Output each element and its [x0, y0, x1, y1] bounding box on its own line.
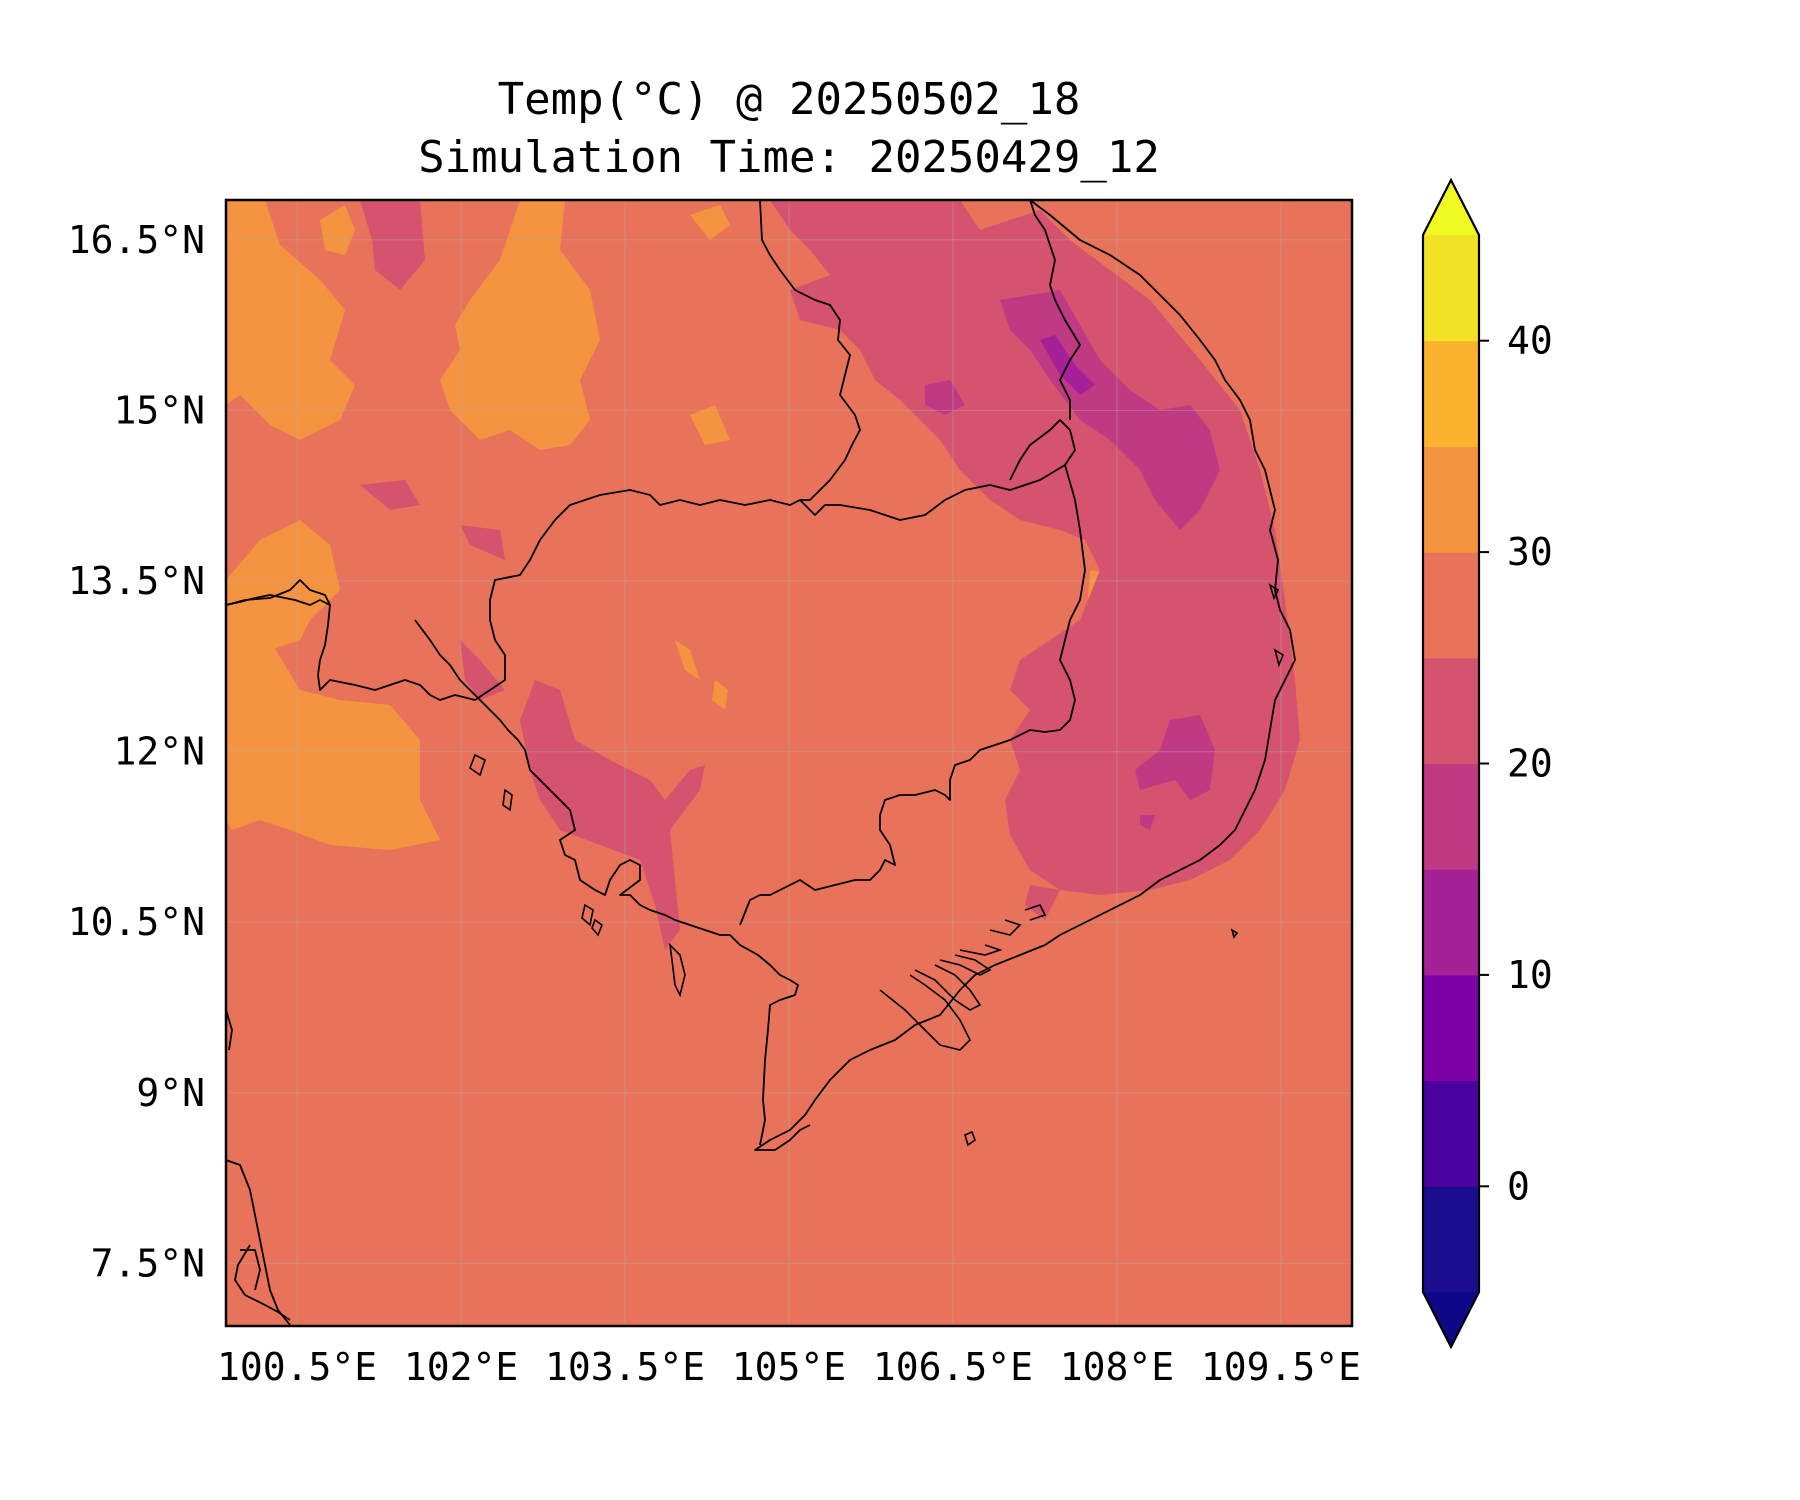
- colorbar-tick-label: 10: [1507, 953, 1553, 997]
- latitude-axis: 16.5°N 15°N 13.5°N 12°N 10.5°N 9°N 7.5°N: [68, 218, 205, 1286]
- colorbar-extend-max: [1423, 180, 1479, 235]
- colorbar-tick-label: 30: [1507, 530, 1553, 574]
- lat-tick-label: 13.5°N: [68, 559, 205, 603]
- lat-tick-label: 9°N: [136, 1071, 205, 1115]
- lon-tick-label: 100.5°E: [217, 1345, 377, 1389]
- mekong-delta-channels: [879, 904, 1047, 1051]
- map-title: Temp(°C) @ 20250502_18: [497, 74, 1081, 125]
- lon-tick-label: 103.5°E: [545, 1345, 705, 1389]
- colorbar-segment: [1423, 446, 1479, 553]
- lat-tick-label: 12°N: [113, 730, 205, 774]
- colorbar-segment: [1423, 340, 1479, 447]
- lon-tick-label: 106.5°E: [873, 1345, 1033, 1389]
- temperature-contour-30-35: [226, 200, 1125, 850]
- map-gridlines: [226, 200, 1352, 1326]
- lon-tick-label: 105°E: [732, 1345, 846, 1389]
- colorbar-segment: [1423, 1186, 1479, 1293]
- plot-area: [226, 200, 1352, 1326]
- plot-frame: [224, 198, 1354, 1328]
- lon-tick-label: 108°E: [1060, 1345, 1174, 1389]
- colorbar: 0 10 20 30 40: [1421, 177, 1553, 1350]
- lat-tick-label: 15°N: [113, 388, 205, 432]
- colorbar-segment: [1423, 657, 1479, 764]
- colorbar-tick-label: 0: [1507, 1164, 1530, 1208]
- map-subtitle: Simulation Time: 20250429_12: [418, 132, 1160, 183]
- colorbar-segment: [1423, 235, 1479, 342]
- colorbar-extend-min: [1423, 1292, 1479, 1347]
- lat-tick-label: 7.5°N: [91, 1241, 205, 1285]
- colorbar-segment: [1423, 552, 1479, 659]
- lon-tick-label: 109.5°E: [1201, 1345, 1361, 1389]
- colorbar-tick-label: 20: [1507, 742, 1553, 786]
- lat-tick-label: 10.5°N: [68, 900, 205, 944]
- lat-tick-label: 16.5°N: [68, 218, 205, 262]
- temperature-contour-20-25: [360, 200, 1300, 950]
- colorbar-segment: [1423, 1080, 1479, 1187]
- longitude-axis: 100.5°E 102°E 103.5°E 105°E 106.5°E 108°E 109.…: [217, 1345, 1361, 1389]
- lon-tick-label: 102°E: [404, 1345, 518, 1389]
- colorbar-segment: [1423, 869, 1479, 976]
- islands: [469, 583, 1284, 1147]
- coastlines-and-borders: [226, 200, 1296, 1326]
- colorbar-segment: [1423, 763, 1479, 870]
- colorbar-tick-label: 40: [1507, 319, 1553, 363]
- colorbar-outline: [1421, 177, 1481, 1350]
- colorbar-segment: [1423, 974, 1479, 1082]
